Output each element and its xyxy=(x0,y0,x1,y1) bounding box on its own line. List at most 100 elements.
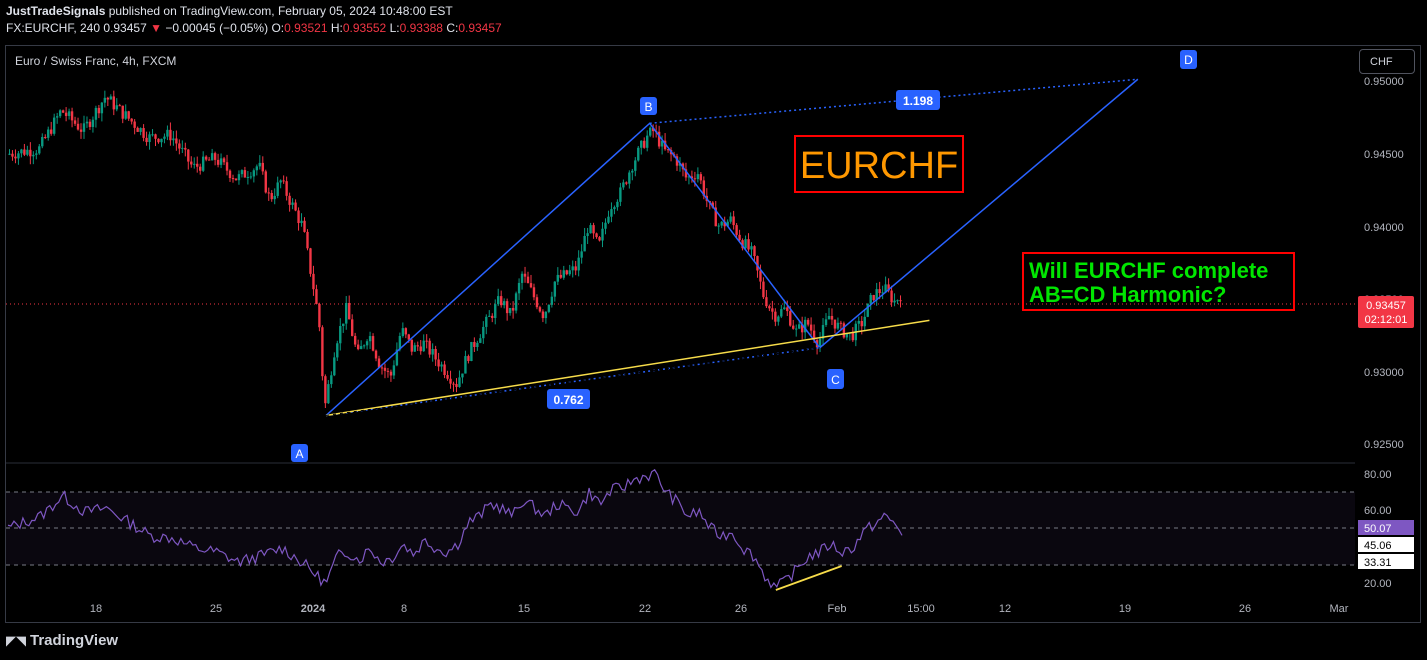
candle-up xyxy=(634,160,637,171)
candle-up xyxy=(246,176,250,178)
ratio-0762-badge[interactable]: 0.762 xyxy=(547,389,590,409)
brand-text: TradingView xyxy=(30,632,119,649)
candle-up xyxy=(583,235,586,252)
currency-button[interactable]: CHF xyxy=(1359,49,1415,74)
candle-down xyxy=(657,131,661,147)
candle-up xyxy=(201,156,205,171)
candle-down xyxy=(651,127,655,132)
candle-down xyxy=(216,159,220,165)
candle-up xyxy=(461,373,464,378)
chart-frame[interactable] xyxy=(5,45,1421,623)
candle-down xyxy=(356,344,360,350)
candle-down xyxy=(491,315,494,318)
candle-down xyxy=(842,323,846,338)
candle-up xyxy=(863,316,866,327)
candle-down xyxy=(118,105,121,107)
candle-up xyxy=(648,127,652,136)
candle-down xyxy=(386,370,390,372)
candle-up xyxy=(875,289,878,301)
candle-down xyxy=(452,383,455,385)
eurchf-title-box[interactable]: EURCHF xyxy=(794,135,964,193)
candle-down xyxy=(851,332,855,341)
candle-down xyxy=(157,138,160,143)
candle-up xyxy=(631,170,634,173)
current-price-text: 0.93457 xyxy=(1366,300,1406,312)
candle-down xyxy=(187,149,190,162)
candle-down xyxy=(592,225,595,234)
point-b-label[interactable]: B xyxy=(640,97,657,115)
candle-down xyxy=(70,111,74,121)
candle-down xyxy=(526,276,530,284)
ratio-0762-text: 0.762 xyxy=(553,393,583,407)
candle-down xyxy=(443,364,446,376)
question-box[interactable]: Will EURCHF complete AB=CD Harmonic? xyxy=(1022,252,1295,311)
candle-down xyxy=(97,107,101,114)
point-d-label[interactable]: D xyxy=(1180,50,1197,69)
candle-down xyxy=(878,289,881,294)
point-b-text: B xyxy=(644,100,652,114)
candle-down xyxy=(741,240,744,249)
candle-up xyxy=(544,311,548,319)
candle-down xyxy=(23,149,26,155)
rsi-axis[interactable]: 80.00 60.00 20.00 xyxy=(1364,469,1392,590)
candle-down xyxy=(353,335,357,345)
time-axis[interactable]: 18 25 2024 8 15 22 26 Feb 15:00 12 19 26… xyxy=(90,603,1349,615)
point-a-label[interactable]: A xyxy=(291,444,308,462)
candle-up xyxy=(52,117,56,134)
candle-up xyxy=(488,315,491,317)
high-label: H: xyxy=(330,21,343,35)
point-c-text: C xyxy=(831,373,840,387)
candle-up xyxy=(160,138,163,143)
rsi-divergence-line xyxy=(775,565,842,591)
candle-up xyxy=(431,349,434,355)
candle-up xyxy=(327,384,330,404)
candles-layer xyxy=(8,90,902,409)
candle-up xyxy=(797,324,801,329)
ratio-1198-badge[interactable]: 1.198 xyxy=(896,90,940,110)
candle-up xyxy=(589,225,592,234)
candle-down xyxy=(88,121,92,127)
candle-up xyxy=(827,315,831,320)
down-arrow-icon: ▼ xyxy=(150,21,162,35)
close-value: 0.93457 xyxy=(458,21,502,35)
candle-down xyxy=(14,156,17,159)
candle-up xyxy=(577,257,580,271)
candle-down xyxy=(714,207,717,227)
bd-extension-line xyxy=(649,78,1138,125)
candle-down xyxy=(207,159,211,161)
candle-up xyxy=(401,328,405,337)
candle-up xyxy=(458,377,461,387)
candle-down xyxy=(270,193,273,200)
candle-up xyxy=(368,336,372,342)
candle-down xyxy=(455,384,458,387)
candle-up xyxy=(783,307,786,310)
time-tick: 19 xyxy=(1119,603,1131,615)
candle-up xyxy=(803,319,807,333)
candle-up xyxy=(276,182,279,196)
candle-down xyxy=(294,202,297,211)
time-tick: 15:00 xyxy=(907,603,935,615)
publisher-name[interactable]: JustTradeSignals xyxy=(6,4,106,18)
candle-down xyxy=(288,195,291,205)
candle-down xyxy=(306,231,309,249)
candle-up xyxy=(619,187,622,202)
candle-down xyxy=(774,311,777,322)
time-tick: Feb xyxy=(828,603,847,615)
candle-up xyxy=(547,304,551,312)
price-axis[interactable]: 0.95000 0.94500 0.94000 0.93500 0.93000 … xyxy=(1364,76,1404,451)
candle-down xyxy=(666,149,670,151)
candle-down xyxy=(523,273,527,277)
tradingview-footer[interactable]: ◤◥ TradingView xyxy=(6,632,118,649)
candle-up xyxy=(660,140,664,147)
candle-up xyxy=(616,201,619,208)
point-c-label[interactable]: C xyxy=(827,369,844,389)
published-text: published on TradingView.com, February 0… xyxy=(108,4,453,18)
candle-down xyxy=(380,367,384,369)
candle-down xyxy=(106,97,110,100)
rsi-tick: 80.00 xyxy=(1364,469,1392,481)
candle-up xyxy=(556,274,560,282)
candle-down xyxy=(753,246,756,257)
rsi-ma2-value: 33.31 xyxy=(1364,557,1392,569)
close-label: C: xyxy=(446,21,459,35)
